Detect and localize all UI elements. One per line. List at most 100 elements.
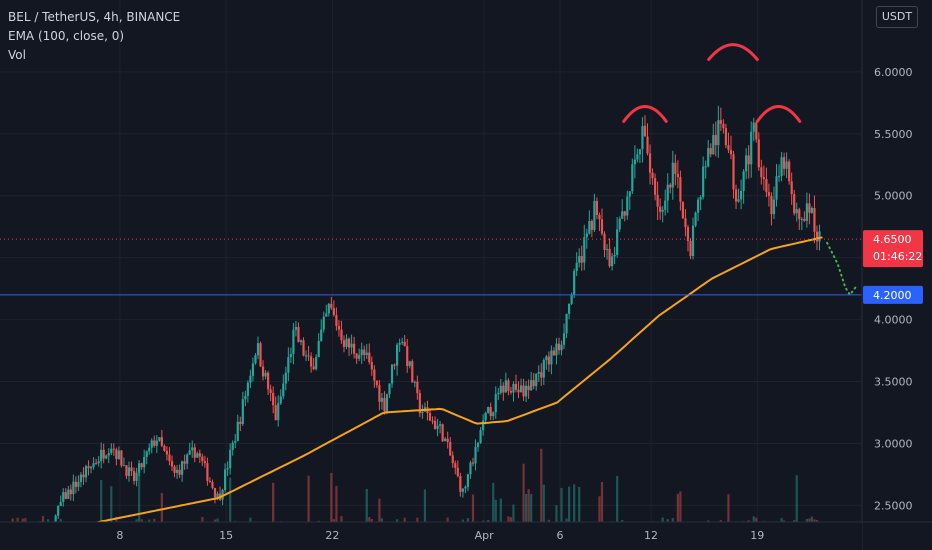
pattern-arc xyxy=(755,105,802,123)
candle xyxy=(502,385,505,393)
candle xyxy=(750,131,753,165)
candle xyxy=(375,380,378,386)
candle xyxy=(433,420,437,429)
candle xyxy=(770,195,773,215)
candle xyxy=(413,381,416,383)
time-axis[interactable] xyxy=(0,522,862,550)
candle xyxy=(782,157,786,169)
x-tick-label: Apr xyxy=(475,529,495,542)
candle xyxy=(92,463,95,467)
candle xyxy=(590,221,593,230)
candle xyxy=(732,154,735,190)
currency-button[interactable]: USDT xyxy=(876,6,918,28)
candle xyxy=(135,472,138,481)
candle xyxy=(292,329,295,355)
candle xyxy=(454,463,457,468)
candle xyxy=(84,466,88,478)
candle xyxy=(456,467,459,477)
y-tick-label: 6.0000 xyxy=(874,66,913,79)
volume-bar xyxy=(229,477,232,550)
candle xyxy=(130,467,133,472)
candle xyxy=(694,212,697,226)
candle xyxy=(664,200,667,210)
candle xyxy=(795,209,798,214)
candle xyxy=(383,398,386,412)
ema-legend[interactable]: EMA (100, close, 0) xyxy=(8,29,125,43)
candle xyxy=(360,349,363,356)
x-tick-label: 6 xyxy=(556,529,563,542)
candle xyxy=(525,385,528,397)
candle xyxy=(681,201,685,219)
candle xyxy=(767,192,771,196)
x-tick-label: 8 xyxy=(116,529,123,542)
candle xyxy=(439,424,442,426)
candle xyxy=(653,178,657,195)
y-tick-label: 3.5000 xyxy=(874,376,913,389)
candle xyxy=(737,199,740,202)
candle xyxy=(125,465,128,476)
price-tag-label: 4.6500 xyxy=(873,233,912,246)
volume-legend[interactable]: Vol xyxy=(8,48,26,62)
x-tick-label: 12 xyxy=(644,529,658,542)
candle xyxy=(307,355,310,357)
candle xyxy=(264,372,267,377)
candle xyxy=(755,122,758,140)
price-tag-label: 4.2000 xyxy=(873,289,912,302)
candle xyxy=(674,162,677,174)
price-tag xyxy=(863,230,923,268)
candle xyxy=(542,360,545,378)
candle xyxy=(330,303,333,309)
candle xyxy=(186,454,189,464)
candle xyxy=(390,364,394,384)
y-tick-label: 3.0000 xyxy=(874,437,913,450)
candle xyxy=(757,139,760,168)
candle xyxy=(603,233,606,250)
candle xyxy=(358,355,361,359)
candle xyxy=(401,341,404,344)
candle xyxy=(95,463,98,465)
candle xyxy=(745,155,748,172)
candle xyxy=(198,453,201,457)
candle xyxy=(669,184,672,188)
candle xyxy=(469,462,472,475)
volume-bar xyxy=(616,475,619,550)
candle xyxy=(565,313,568,334)
candle xyxy=(102,449,105,459)
candle xyxy=(431,420,434,422)
candle xyxy=(788,161,791,182)
candle xyxy=(256,343,260,356)
candle xyxy=(279,396,282,404)
candle xyxy=(742,171,745,191)
candle xyxy=(646,136,649,154)
candle xyxy=(707,148,710,167)
x-tick-label: 22 xyxy=(325,529,339,542)
candle xyxy=(527,385,530,391)
candle xyxy=(246,382,249,396)
candle xyxy=(777,175,781,177)
candle xyxy=(641,125,644,150)
price-axis[interactable] xyxy=(862,0,932,550)
candle xyxy=(117,450,120,459)
candle xyxy=(545,356,548,361)
candle xyxy=(441,424,444,442)
candle xyxy=(815,231,819,242)
candle xyxy=(570,295,573,304)
candle xyxy=(676,173,679,178)
candle xyxy=(449,441,452,456)
candle xyxy=(398,343,401,345)
candle xyxy=(714,135,717,146)
candle xyxy=(140,463,143,468)
candle xyxy=(302,340,305,356)
candle xyxy=(734,189,738,202)
projection-path xyxy=(826,241,859,297)
candle xyxy=(568,303,571,314)
y-tick-label: 5.0000 xyxy=(874,190,913,203)
symbol-title[interactable]: BEL / TetherUS, 4h, BINANCE xyxy=(8,10,181,24)
candle xyxy=(474,447,477,464)
candle xyxy=(170,461,174,467)
candle xyxy=(315,357,318,370)
volume-bar xyxy=(527,489,530,550)
candle xyxy=(97,461,100,464)
